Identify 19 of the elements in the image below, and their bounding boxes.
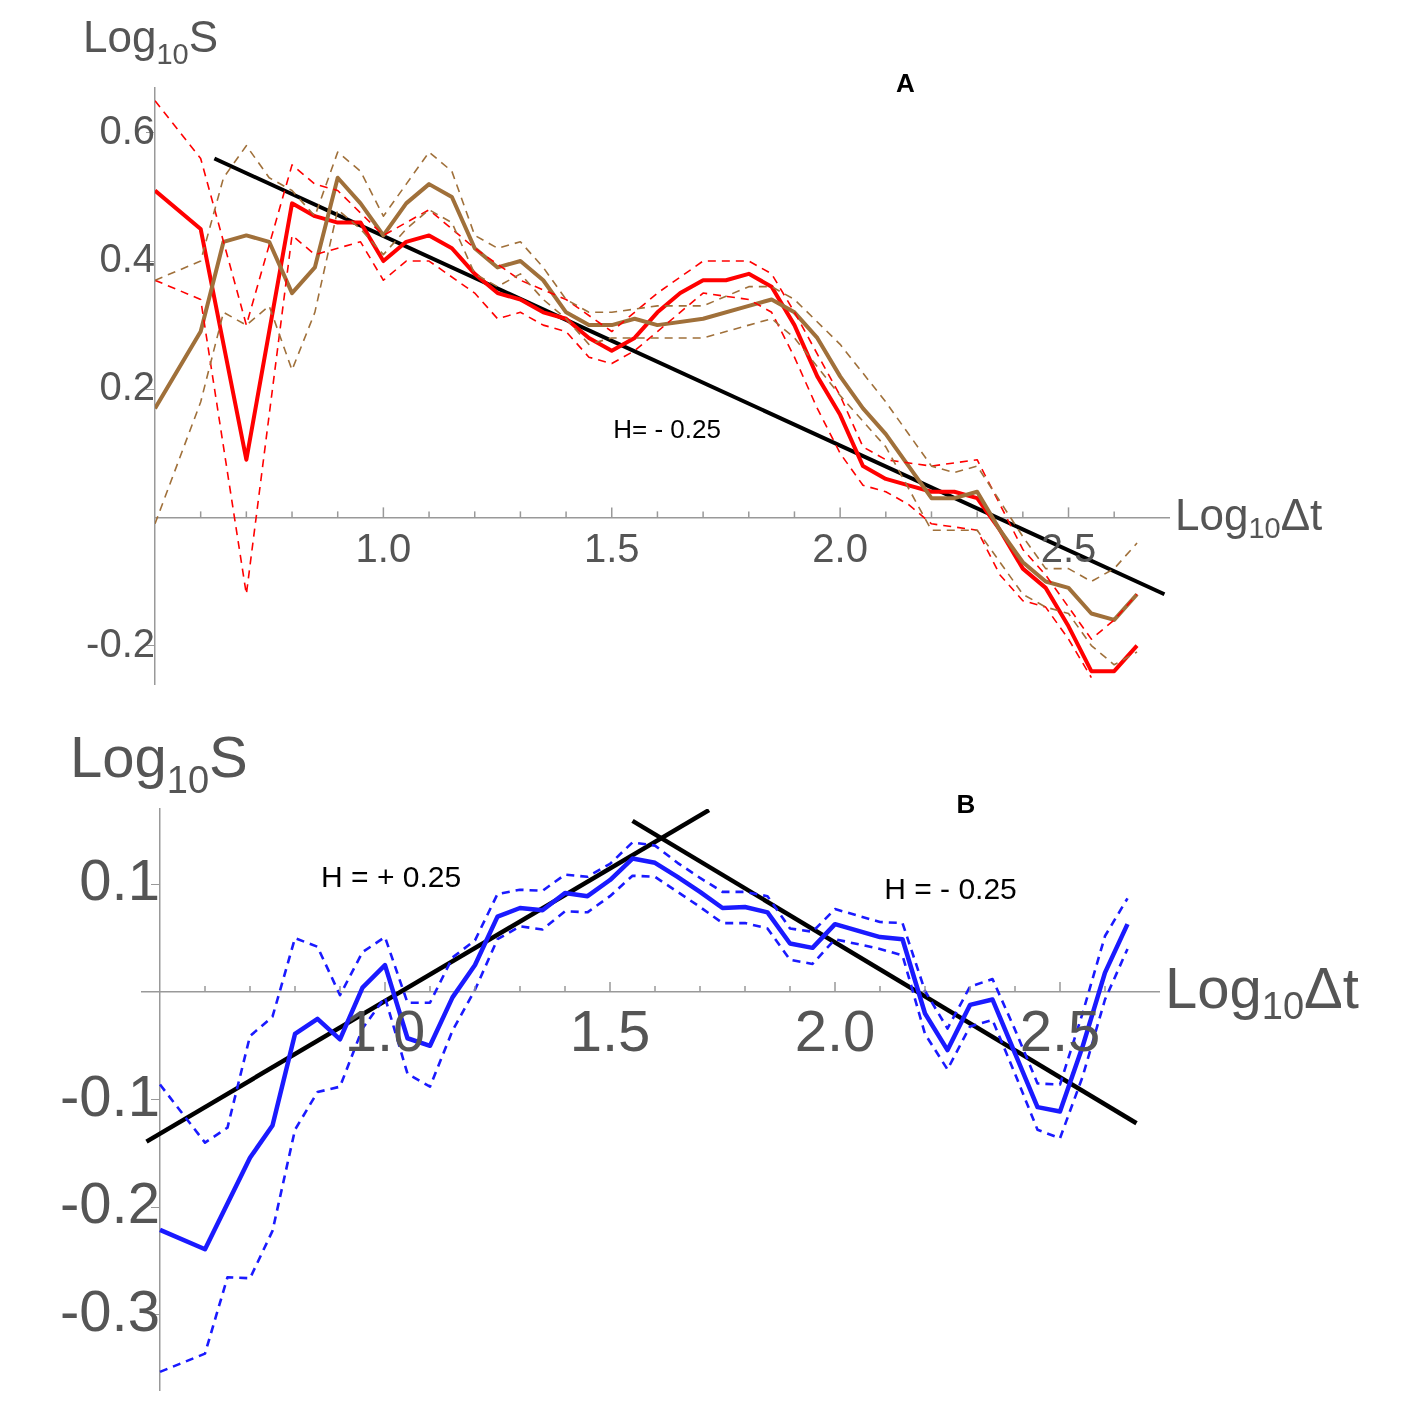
- y-tick-label: -0.3: [60, 1277, 160, 1343]
- y-tick-label: 0.1: [79, 847, 160, 913]
- y-tick-label: 0.2: [99, 364, 155, 409]
- chart-title: A: [895, 68, 915, 99]
- line-series: [155, 100, 1138, 640]
- chart-title: B: [956, 789, 976, 820]
- annotation: H = - 0.25: [884, 871, 1017, 905]
- y-tick-label: 0.6: [99, 107, 155, 152]
- annotation: H= - 0.25: [613, 413, 721, 444]
- y-tick-label: -0.2: [86, 620, 155, 665]
- x-tick-label: 1.0: [355, 526, 412, 571]
- x-tick-label: 2.0: [812, 526, 868, 571]
- x-tick-label: 1.5: [583, 526, 640, 571]
- y-tick-label: -0.1: [60, 1062, 160, 1128]
- y-tick-label: -0.2: [60, 1170, 160, 1236]
- annotation: H = + 0.25: [321, 860, 462, 894]
- x-tick-label: 2.0: [794, 997, 876, 1063]
- y-tick-label: 0.4: [99, 236, 155, 281]
- x-tick-label: 1.5: [569, 997, 651, 1063]
